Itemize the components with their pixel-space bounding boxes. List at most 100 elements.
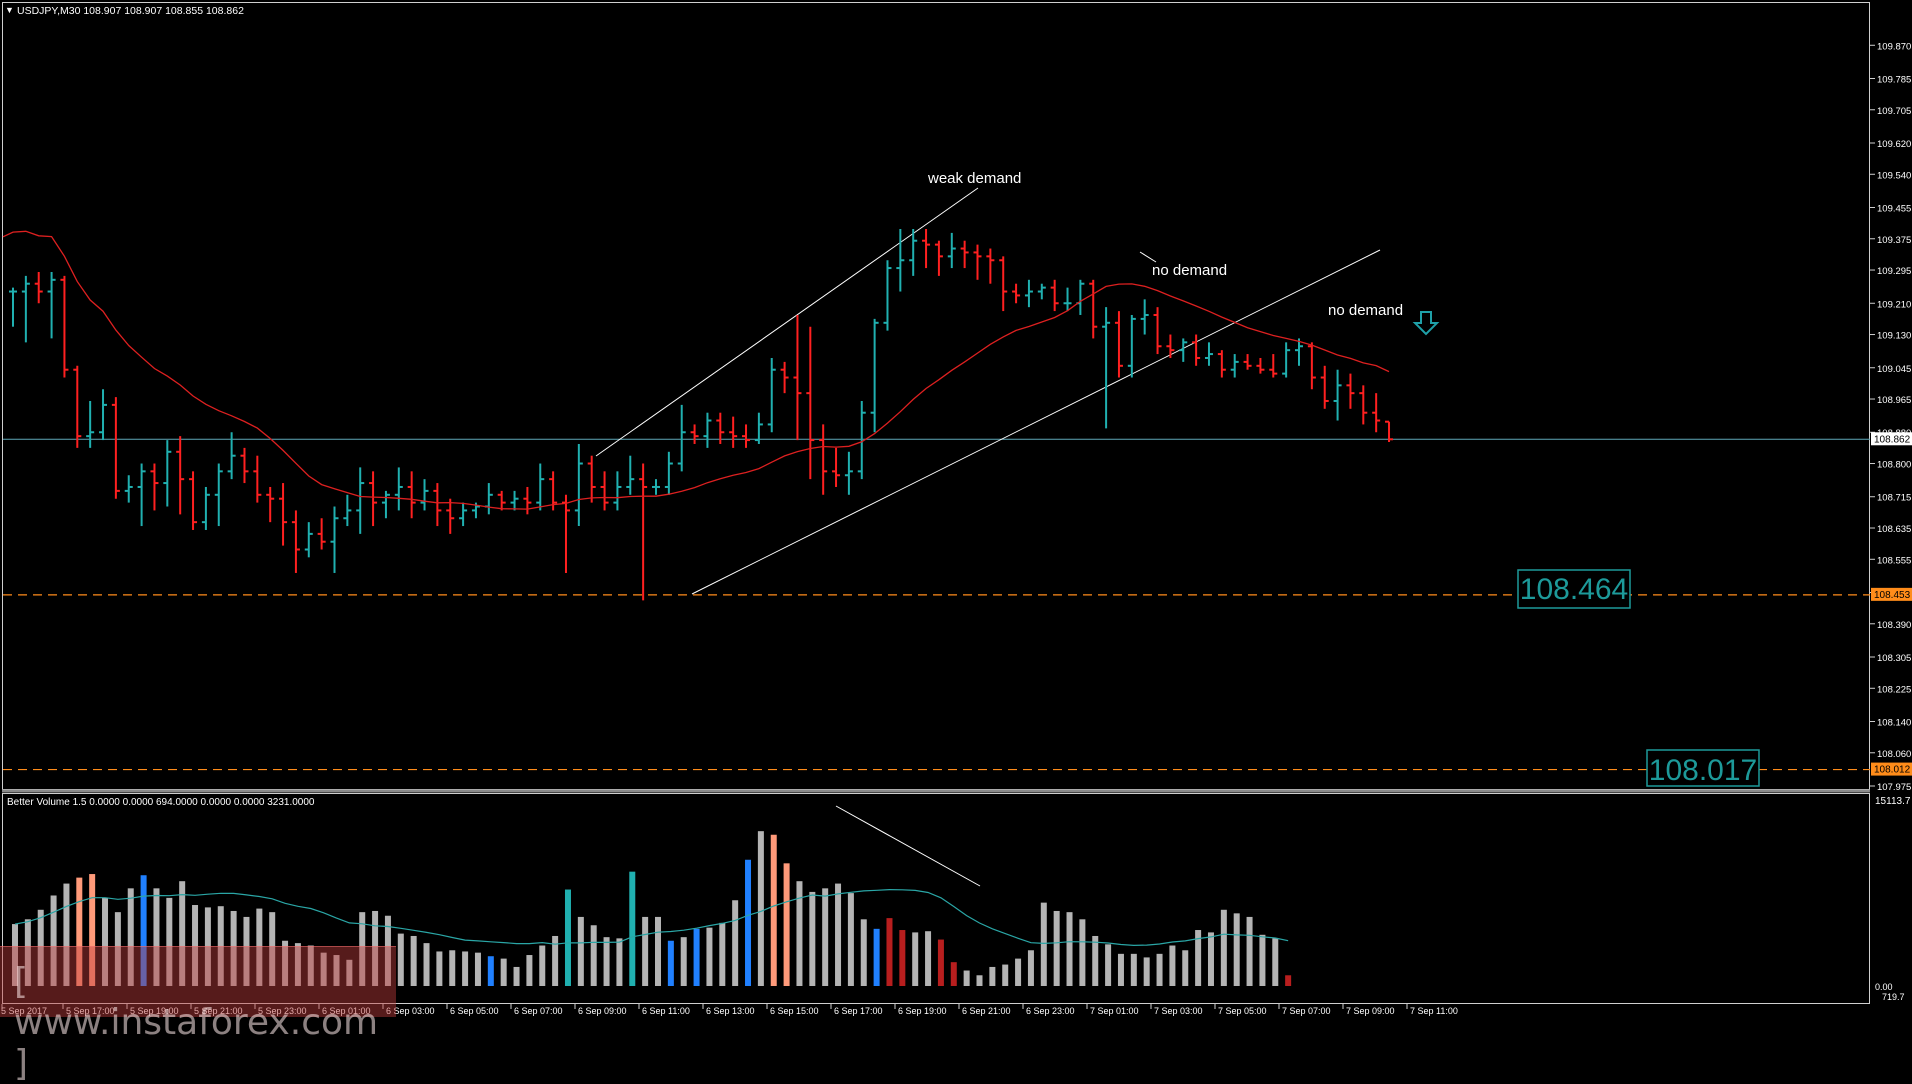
ohlc-bar bbox=[497, 490, 506, 511]
ohlc-bar bbox=[1037, 283, 1046, 300]
time-tick-label: 7 Sep 11:00 bbox=[1410, 1006, 1458, 1016]
ohlc-bar bbox=[510, 490, 519, 511]
channel-upper-line[interactable] bbox=[595, 187, 979, 457]
ohlc-bar bbox=[484, 483, 493, 515]
ohlc-bar bbox=[896, 228, 905, 292]
price-tick-label: 108.305 bbox=[1877, 653, 1911, 664]
ohlc-bar bbox=[1140, 299, 1149, 335]
price-tick-label: 109.705 bbox=[1877, 106, 1911, 117]
price-tick-label: 108.140 bbox=[1877, 718, 1911, 729]
ohlc-bar bbox=[922, 228, 931, 269]
watermark-logo: [ www.instaforex.com ] bbox=[0, 946, 396, 1084]
volume-bars bbox=[12, 831, 1292, 986]
ohlc-bar bbox=[369, 471, 378, 527]
time-tick-label: 6 Sep 23:00 bbox=[1026, 1006, 1075, 1016]
ohlc-bar bbox=[343, 494, 352, 527]
symbol-header: USDJPY,M30 108.907 108.907 108.855 108.8… bbox=[17, 5, 244, 17]
volume-bar bbox=[886, 918, 893, 986]
volume-bar bbox=[384, 915, 391, 986]
volume-bar bbox=[1220, 909, 1227, 986]
price-axis: 109.870 109.785 109.705 109.620 109.540 109.4… bbox=[1870, 41, 1911, 793]
ohlc-bar bbox=[1230, 354, 1239, 378]
price-tick-label: 109.375 bbox=[1877, 235, 1911, 246]
ohlc-bar bbox=[742, 424, 751, 448]
price-tick-label: 108.390 bbox=[1877, 620, 1911, 631]
no-demand-pointer-line bbox=[1139, 251, 1157, 263]
price-tick-label: 108.965 bbox=[1877, 395, 1911, 406]
volume-bar bbox=[1272, 938, 1279, 986]
current-price-text: 108.862 bbox=[1874, 434, 1911, 445]
price-tick-label: 108.555 bbox=[1877, 555, 1911, 566]
trading-chart[interactable]: 109.870 109.785 109.705 109.620 109.540 109.4… bbox=[0, 0, 1912, 1016]
volume-bar bbox=[359, 912, 366, 986]
volume-bar bbox=[1053, 910, 1060, 986]
ohlc-bar bbox=[626, 455, 635, 495]
ohlc-bar bbox=[819, 424, 828, 495]
ohlc-bar bbox=[253, 455, 262, 503]
volume-bar bbox=[37, 909, 44, 986]
volume-bar bbox=[410, 935, 417, 986]
volume-bar bbox=[63, 883, 70, 986]
ohlc-bar bbox=[330, 506, 339, 573]
price-tick-label: 108.715 bbox=[1877, 493, 1911, 504]
ohlc-bar bbox=[86, 400, 95, 448]
ohlc-bar bbox=[111, 397, 120, 499]
price-tick-label: 109.620 bbox=[1877, 139, 1911, 150]
ohlc-bar bbox=[973, 244, 982, 280]
ohlc-bar bbox=[664, 451, 673, 495]
volume-bar bbox=[667, 940, 674, 986]
volume-bar bbox=[642, 916, 649, 986]
ohlc-bar bbox=[587, 455, 596, 503]
volume-bar bbox=[1130, 953, 1137, 986]
ohlc-bar bbox=[639, 463, 648, 601]
ohlc-bar bbox=[279, 483, 288, 546]
volume-bar bbox=[963, 970, 970, 986]
volume-bar bbox=[269, 912, 276, 986]
volume-bar bbox=[1002, 964, 1009, 986]
level-label-2-text: 108.017 bbox=[1649, 754, 1757, 787]
time-tick-label: 6 Sep 21:00 bbox=[962, 1006, 1011, 1016]
ohlc-bar bbox=[1153, 307, 1162, 355]
channel-lower-line[interactable] bbox=[691, 249, 1381, 595]
time-tick-label: 6 Sep 11:00 bbox=[642, 1006, 690, 1016]
main-chart-frame bbox=[2, 2, 1870, 790]
time-tick-label: 7 Sep 09:00 bbox=[1346, 1006, 1395, 1016]
symbol-dropdown-icon[interactable]: ▼ bbox=[5, 5, 14, 15]
volume-bar bbox=[847, 893, 854, 986]
ohlc-bar bbox=[1024, 279, 1033, 308]
ohlc-bar bbox=[844, 451, 853, 495]
volume-bar bbox=[12, 924, 18, 986]
price-tick-label: 107.975 bbox=[1877, 782, 1911, 793]
volume-bar bbox=[976, 975, 983, 986]
price-tick-label: 109.130 bbox=[1877, 331, 1911, 342]
ohlc-bar bbox=[394, 467, 403, 511]
ohlc-bar bbox=[446, 498, 455, 534]
ohlc-bar bbox=[317, 518, 326, 550]
volume-bar bbox=[809, 891, 816, 986]
ohlc-bar bbox=[304, 522, 313, 558]
candlestick-series bbox=[9, 228, 1394, 601]
ohlc-bar bbox=[934, 240, 943, 276]
ohlc-bar bbox=[960, 240, 969, 269]
ohlc-bar bbox=[652, 479, 660, 495]
price-tick-label: 109.540 bbox=[1877, 170, 1911, 181]
volume-bar bbox=[397, 933, 404, 986]
ohlc-bar bbox=[1282, 342, 1291, 378]
ohlc-bar bbox=[767, 357, 776, 433]
ohlc-bar bbox=[1385, 420, 1394, 443]
ohlc-bar bbox=[227, 432, 236, 480]
volume-bar bbox=[307, 945, 314, 986]
ohlc-bar bbox=[1217, 350, 1226, 378]
ohlc-bar bbox=[999, 256, 1008, 312]
ohlc-bar bbox=[150, 463, 159, 511]
ohlc-bar bbox=[1166, 334, 1175, 358]
ohlc-bar bbox=[574, 443, 583, 527]
ohlc-bar bbox=[34, 271, 43, 304]
price-tick-label: 109.455 bbox=[1877, 203, 1911, 214]
volume-bar bbox=[783, 863, 790, 986]
volume-bar bbox=[423, 943, 430, 986]
ohlc-bar bbox=[1114, 311, 1123, 378]
ohlc-bar bbox=[870, 318, 879, 433]
ohlc-bar bbox=[703, 412, 712, 448]
price-tick-label: 109.870 bbox=[1877, 41, 1911, 52]
